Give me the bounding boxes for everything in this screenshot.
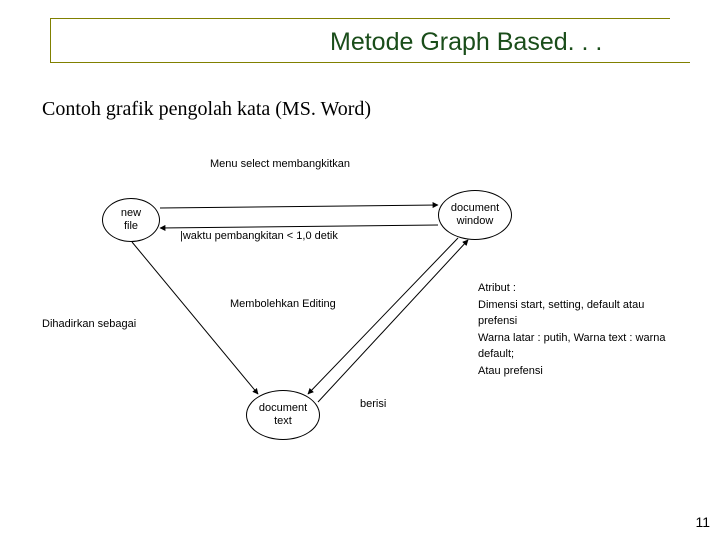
node-new_file: newfile <box>102 198 160 242</box>
edge-doc_window-doc_text <box>308 238 458 394</box>
edge-label-doc_text-doc_window: berisi <box>360 398 386 410</box>
page-title: Metode Graph Based. . . <box>330 28 602 57</box>
node-doc_window: documentwindow <box>438 190 512 240</box>
edge-label-doc_window-doc_text: Membolehkan Editing <box>230 298 336 310</box>
graph-diagram: newfile documentwindow documenttext Menu s… <box>40 150 680 490</box>
page-number: 11 <box>695 514 710 530</box>
edge-new_file-doc_window <box>160 205 438 208</box>
node-doc_text: documenttext <box>246 390 320 440</box>
edge-label-doc_window-new_file: |waktu pembangkitan < 1,0 detik <box>180 230 338 242</box>
subtitle: Contoh grafik pengolah kata (MS. Word) <box>42 98 371 121</box>
title-border-bottom <box>50 62 690 63</box>
edge-doc_text-doc_window <box>318 240 468 402</box>
edge-doc_window-new_file <box>160 225 438 228</box>
attributes-block: Atribut :Dimensi start, setting, default… <box>478 280 680 379</box>
edge-label-new_file-doc_text: Dihadirkan sebagai <box>42 318 136 330</box>
edge-new_file-doc_text <box>132 242 258 394</box>
edge-label-new_file-doc_window: Menu select membangkitkan <box>210 158 350 170</box>
